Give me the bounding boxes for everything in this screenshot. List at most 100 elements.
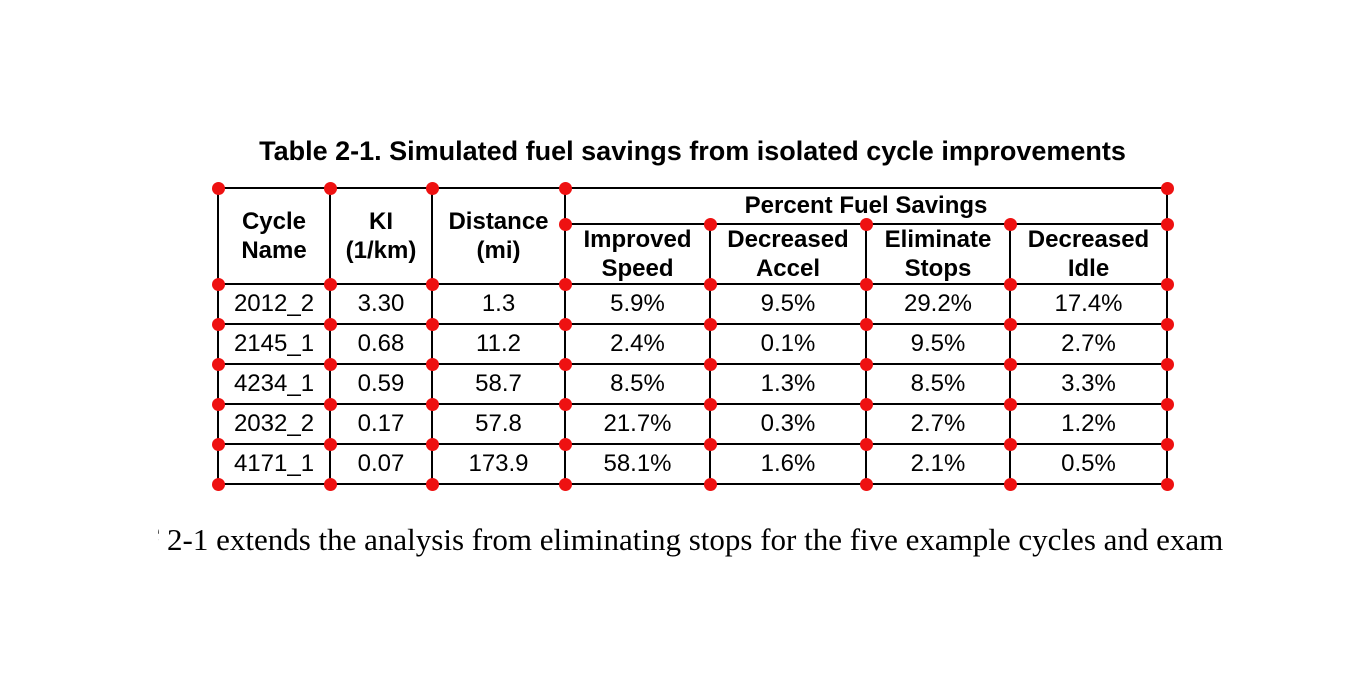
grid-marker-dot xyxy=(1003,317,1017,331)
grid-marker-dot xyxy=(558,397,572,411)
cell-decreased-accel: 0.3% xyxy=(711,405,867,445)
table-row: 2012_2 3.30 1.3 5.9% 9.5% 29.2% 17.4% xyxy=(217,285,1169,325)
header-row-group: Cycle Name KI (1/km) Distance (mi) Perce… xyxy=(217,187,1169,285)
grid-marker-dot xyxy=(1160,317,1174,331)
grid-marker-dot xyxy=(1003,397,1017,411)
column-header-cycle-name: Cycle Name xyxy=(217,187,331,285)
cell-decreased-idle: 0.5% xyxy=(1011,445,1169,485)
column-header-distance: Distance (mi) xyxy=(433,187,566,285)
grid-marker-dot xyxy=(1003,477,1017,491)
grid-marker-dot xyxy=(323,437,337,451)
cell-ki: 3.30 xyxy=(331,285,433,325)
cell-improved-speed: 5.9% xyxy=(566,285,711,325)
grid-marker-dot xyxy=(425,437,439,451)
clipped-character: e xyxy=(158,512,162,550)
grid-marker-dot xyxy=(323,357,337,371)
grid-marker-dot xyxy=(1160,277,1174,291)
grid-marker-dot xyxy=(1160,217,1174,231)
cell-improved-speed: 8.5% xyxy=(566,365,711,405)
grid-marker-dot xyxy=(323,181,337,195)
grid-marker-dot xyxy=(1003,437,1017,451)
column-header-decreased-idle: Decreased Idle xyxy=(1011,225,1169,285)
grid-marker-dot xyxy=(703,277,717,291)
grid-marker-dot xyxy=(558,317,572,331)
grid-marker-dot xyxy=(211,477,225,491)
cell-decreased-idle: 2.7% xyxy=(1011,325,1169,365)
column-header-decreased-accel: Decreased Accel xyxy=(711,225,867,285)
grid-marker-dot xyxy=(425,357,439,371)
cell-decreased-accel: 1.3% xyxy=(711,365,867,405)
table-caption: Table 2-1. Simulated fuel savings from i… xyxy=(259,136,1126,166)
grid-marker-dot xyxy=(211,181,225,195)
grid-marker-dot xyxy=(558,477,572,491)
grid-marker-dot xyxy=(558,277,572,291)
grid-marker-dot xyxy=(1160,437,1174,451)
cell-cycle-name: 4171_1 xyxy=(217,445,331,485)
cell-distance: 11.2 xyxy=(433,325,566,365)
grid-marker-dot xyxy=(1160,357,1174,371)
grid-marker-dot xyxy=(703,317,717,331)
table-row: 4234_1 0.59 58.7 8.5% 1.3% 8.5% 3.3% xyxy=(217,365,1169,405)
table-row: 2032_2 0.17 57.8 21.7% 0.3% 2.7% 1.2% xyxy=(217,405,1169,445)
grid-marker-dot xyxy=(211,277,225,291)
cell-decreased-idle: 3.3% xyxy=(1011,365,1169,405)
cell-ki: 0.68 xyxy=(331,325,433,365)
grid-marker-dot xyxy=(558,437,572,451)
cell-distance: 173.9 xyxy=(433,445,566,485)
grid-marker-dot xyxy=(1160,477,1174,491)
table-row: 2145_1 0.68 11.2 2.4% 0.1% 9.5% 2.7% xyxy=(217,325,1169,365)
grid-marker-dot xyxy=(859,317,873,331)
column-header-ki: KI (1/km) xyxy=(331,187,433,285)
grid-marker-dot xyxy=(1003,357,1017,371)
cell-cycle-name: 2145_1 xyxy=(217,325,331,365)
table-row: 4171_1 0.07 173.9 58.1% 1.6% 2.1% 0.5% xyxy=(217,445,1169,485)
grid-marker-dot xyxy=(859,277,873,291)
cell-cycle-name: 2032_2 xyxy=(217,405,331,445)
grid-marker-dot xyxy=(558,357,572,371)
cell-ki: 0.59 xyxy=(331,365,433,405)
cell-decreased-idle: 1.2% xyxy=(1011,405,1169,445)
grid-marker-dot xyxy=(558,217,572,231)
cell-decreased-accel: 1.6% xyxy=(711,445,867,485)
grid-marker-dot xyxy=(859,437,873,451)
grid-marker-dot xyxy=(703,477,717,491)
grid-marker-dot xyxy=(323,317,337,331)
cell-decreased-accel: 9.5% xyxy=(711,285,867,325)
fuel-savings-table: Cycle Name KI (1/km) Distance (mi) Perce… xyxy=(217,187,1169,485)
cell-eliminate-stops: 2.7% xyxy=(867,405,1011,445)
grid-marker-dot xyxy=(211,437,225,451)
cell-cycle-name: 2012_2 xyxy=(217,285,331,325)
grid-marker-dot xyxy=(558,181,572,195)
cell-cycle-name: 4234_1 xyxy=(217,365,331,405)
grid-marker-dot xyxy=(859,477,873,491)
grid-marker-dot xyxy=(425,477,439,491)
grid-marker-dot xyxy=(425,181,439,195)
grid-marker-dot xyxy=(425,317,439,331)
cell-distance: 57.8 xyxy=(433,405,566,445)
grid-marker-dot xyxy=(425,397,439,411)
grid-marker-dot xyxy=(211,357,225,371)
cell-decreased-accel: 0.1% xyxy=(711,325,867,365)
grid-marker-dot xyxy=(859,357,873,371)
cell-decreased-idle: 17.4% xyxy=(1011,285,1169,325)
grid-marker-dot xyxy=(1003,217,1017,231)
cell-distance: 1.3 xyxy=(433,285,566,325)
grid-marker-dot xyxy=(703,437,717,451)
cell-eliminate-stops: 2.1% xyxy=(867,445,1011,485)
body-paragraph-text: 2-1 extends the analysis from eliminatin… xyxy=(167,522,1224,557)
cell-eliminate-stops: 8.5% xyxy=(867,365,1011,405)
header-row-sub: Improved Speed Decreased Accel Eliminate… xyxy=(217,225,1169,285)
grid-marker-dot xyxy=(703,217,717,231)
grid-marker-dot xyxy=(323,277,337,291)
grid-marker-dot xyxy=(323,397,337,411)
cell-eliminate-stops: 29.2% xyxy=(867,285,1011,325)
body-paragraph: e2-1 extends the analysis from eliminati… xyxy=(158,512,1223,559)
grid-marker-dot xyxy=(1160,397,1174,411)
grid-marker-dot xyxy=(1160,181,1174,195)
grid-marker-dot xyxy=(859,397,873,411)
cell-improved-speed: 21.7% xyxy=(566,405,711,445)
grid-marker-dot xyxy=(1003,277,1017,291)
cell-eliminate-stops: 9.5% xyxy=(867,325,1011,365)
grid-marker-dot xyxy=(211,317,225,331)
grid-marker-dot xyxy=(425,277,439,291)
